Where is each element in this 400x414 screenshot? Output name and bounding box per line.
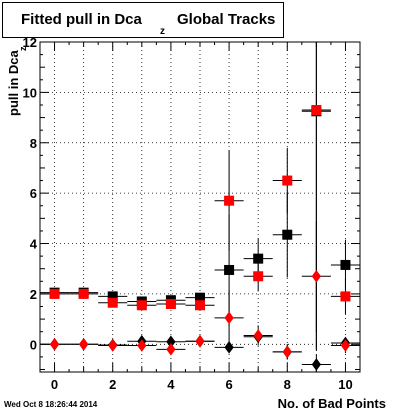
title-main: Fitted pull in Dca bbox=[21, 11, 142, 28]
data-point-square bbox=[195, 300, 205, 311]
data-point-diamond bbox=[108, 339, 118, 352]
data-point-diamond bbox=[224, 340, 234, 354]
date-stamp: Wed Oct 8 18:26:44 2014 bbox=[4, 400, 98, 409]
data-point-diamond bbox=[253, 329, 263, 342]
x-tick-label: 4 bbox=[167, 377, 175, 392]
data-point-square bbox=[136, 300, 147, 311]
y-tick-label: 4 bbox=[30, 237, 38, 252]
x-tick-label: 6 bbox=[225, 377, 232, 392]
y-tick-label: 12 bbox=[23, 35, 37, 50]
data-point-square bbox=[224, 264, 235, 275]
x-tick-label: 0 bbox=[51, 377, 58, 392]
y-tick-label: 8 bbox=[30, 136, 37, 151]
data-point-square bbox=[282, 229, 293, 240]
x-tick-label: 10 bbox=[338, 377, 352, 392]
x-tick-label: 8 bbox=[284, 377, 291, 392]
data-point-diamond bbox=[166, 342, 176, 356]
data-point-square bbox=[311, 105, 322, 116]
data-point-diamond bbox=[311, 269, 321, 283]
data-point-diamond bbox=[79, 337, 89, 351]
data-point-square bbox=[253, 271, 264, 282]
y-tick-label: 6 bbox=[30, 186, 37, 201]
x-axis-label: No. of Bad Points bbox=[277, 396, 386, 411]
data-point-square bbox=[282, 175, 293, 186]
data-point-square bbox=[165, 298, 176, 309]
data-point-square bbox=[107, 297, 118, 308]
data-point-diamond bbox=[224, 311, 234, 325]
title-subscript: z bbox=[160, 26, 165, 37]
y-axis-label-subscript: z bbox=[18, 46, 28, 52]
data-point-diamond bbox=[311, 358, 321, 371]
data-point-diamond bbox=[282, 345, 292, 359]
data-point-diamond bbox=[195, 334, 205, 348]
data-point-square bbox=[224, 195, 235, 206]
data-point-square bbox=[49, 288, 60, 299]
title-box: Fitted pull in Dca z Global Tracks bbox=[2, 2, 284, 38]
data-point-square bbox=[340, 291, 351, 302]
data-point-diamond bbox=[340, 339, 351, 352]
y-tick-label: 0 bbox=[30, 337, 37, 352]
x-tick-label: 2 bbox=[109, 377, 116, 392]
y-axis-label: pull in Dca bbox=[6, 50, 21, 116]
data-point-diamond bbox=[49, 337, 60, 351]
y-tick-label: 10 bbox=[23, 85, 37, 100]
title-rest: Global Tracks bbox=[177, 11, 276, 28]
plot-area bbox=[40, 42, 360, 372]
data-point-diamond bbox=[137, 339, 147, 352]
data-point-square bbox=[340, 259, 351, 270]
y-tick-label: 2 bbox=[30, 287, 37, 302]
data-point-square bbox=[78, 288, 89, 299]
